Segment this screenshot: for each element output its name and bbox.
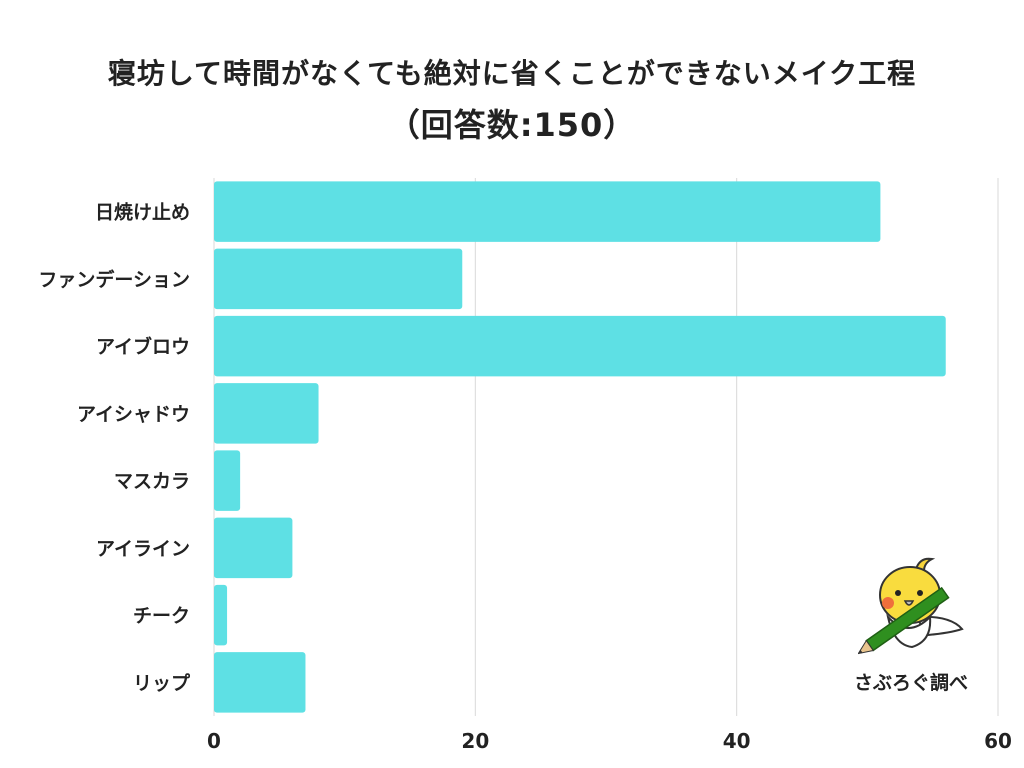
x-tick-labels: 0 20 40 60 — [207, 729, 1012, 753]
bar — [214, 248, 463, 310]
category-label: アイライン — [96, 538, 190, 560]
bar — [214, 450, 241, 511]
bar — [214, 383, 319, 444]
category-label: マスカラ — [114, 471, 190, 493]
bar — [214, 652, 306, 713]
category-label: ファンデーション — [38, 268, 190, 291]
bar — [214, 315, 946, 377]
bar — [214, 584, 228, 646]
bars — [214, 181, 946, 713]
chart-title: 寝坊して時間がなくても絶対に省くことができないメイク工程 — [107, 57, 917, 90]
x-tick-label: 60 — [984, 729, 1012, 753]
cockatiel-with-pencil-icon — [858, 557, 964, 655]
bar — [214, 517, 293, 579]
category-label: チーク — [133, 605, 190, 627]
chart-subtitle: （回答数:150） — [387, 106, 637, 144]
category-label: アイシャドウ — [77, 403, 190, 425]
category-label: アイブロウ — [96, 335, 190, 358]
x-tick-label: 0 — [207, 729, 221, 753]
category-label: 日焼け止め — [95, 201, 190, 224]
source-credit: さぶろぐ調べ — [853, 672, 968, 694]
bar — [214, 181, 881, 242]
x-tick-label: 40 — [723, 729, 751, 753]
x-tick-label: 20 — [461, 729, 489, 753]
category-label: リップ — [133, 671, 191, 694]
